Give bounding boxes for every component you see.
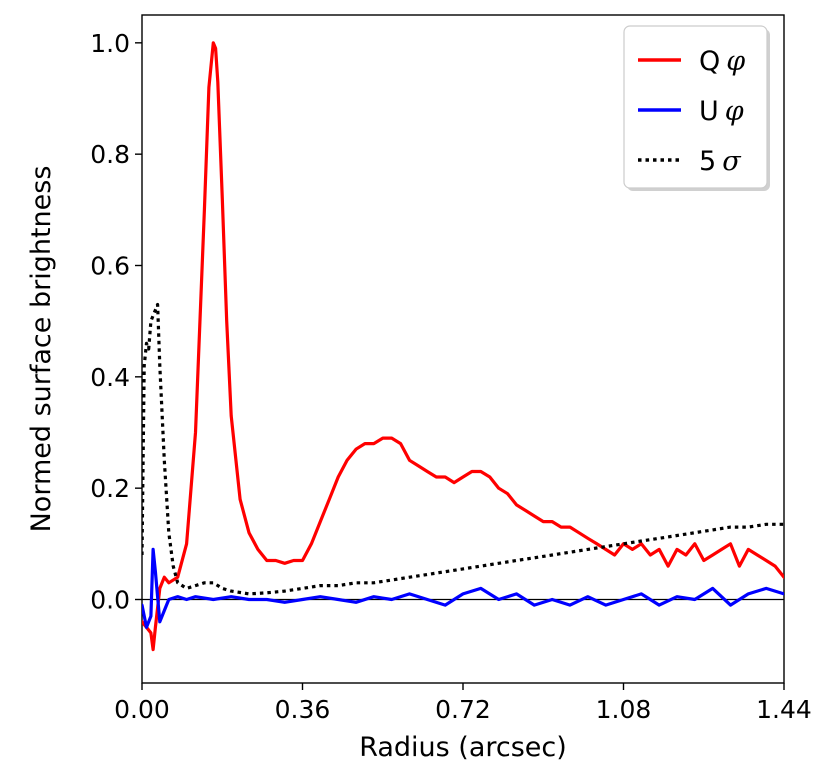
x-tick-label: 0.00 xyxy=(114,695,170,724)
y-tick-label: 1.0 xyxy=(90,29,130,58)
x-tick-label: 0.36 xyxy=(275,695,331,724)
y-tick-label: 0.8 xyxy=(90,140,130,169)
series-layer xyxy=(142,41,784,652)
y-tick-label: 0.6 xyxy=(90,252,130,281)
series-line-q-phi xyxy=(142,41,784,652)
legend-symbol: φ xyxy=(726,46,745,77)
legend-name: Q xyxy=(699,46,720,77)
y-tick-label: 0.4 xyxy=(90,363,130,392)
y-axis-label: Normed surface brightness xyxy=(26,166,57,533)
y-tick-label: 0.2 xyxy=(90,474,130,503)
y-tick-label: 0.0 xyxy=(90,586,130,615)
x-tick-label: 1.08 xyxy=(596,695,652,724)
x-tick-label: 0.72 xyxy=(435,695,491,724)
legend-symbol: φ xyxy=(725,96,744,127)
legend-name: U xyxy=(699,96,719,127)
series-line-5-sigma xyxy=(142,302,784,596)
x-axis-label: Radius (arcsec) xyxy=(359,732,567,763)
legend-name: 5 xyxy=(699,146,716,177)
series-line-u-phi xyxy=(142,547,784,629)
x-tick-label: 1.44 xyxy=(756,695,812,724)
x-axis-ticks: 0.00 0.36 0.72 1.08 1.44 xyxy=(114,683,812,724)
legend-symbol: σ xyxy=(722,146,742,177)
legend-box xyxy=(623,25,768,189)
y-axis-ticks: 0.0 0.2 0.4 0.6 0.8 1.0 xyxy=(90,29,142,615)
